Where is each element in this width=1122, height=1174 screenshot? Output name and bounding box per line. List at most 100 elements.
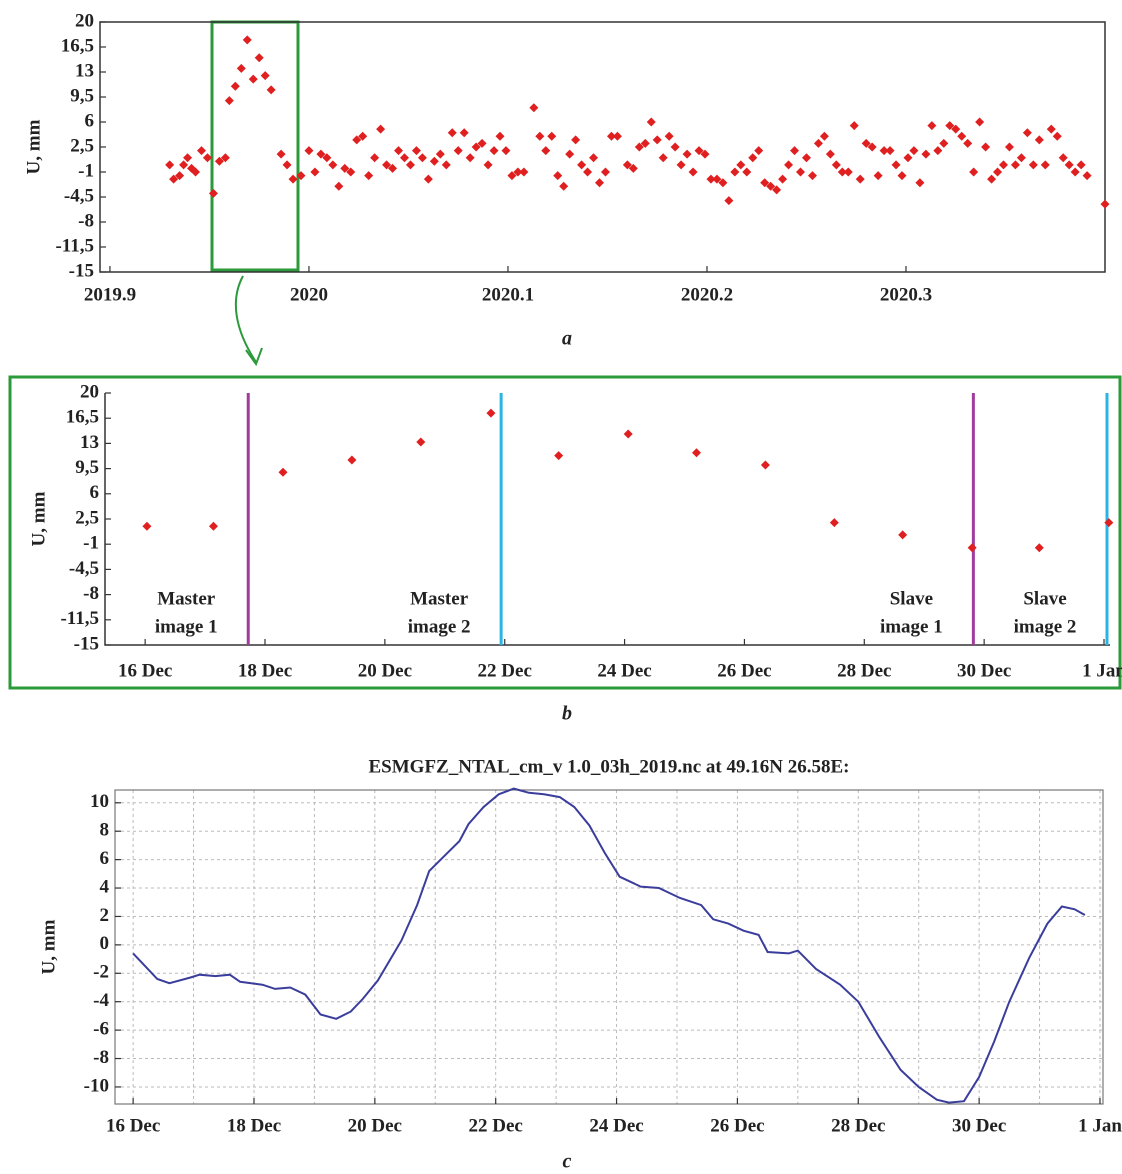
point <box>1100 199 1110 209</box>
point <box>165 160 175 170</box>
event-label: Slave <box>890 588 933 609</box>
point <box>416 437 426 447</box>
point <box>529 103 539 113</box>
point <box>778 174 788 184</box>
point <box>547 131 557 141</box>
y-tick-label: -8 <box>93 1047 109 1068</box>
point <box>694 146 704 156</box>
point <box>1004 142 1014 152</box>
x-tick-label: 16 Dec <box>118 660 172 681</box>
point <box>364 171 374 181</box>
point <box>489 146 499 156</box>
y-axis-label: U, mm <box>38 919 59 974</box>
y-tick-label: -4,5 <box>69 558 99 579</box>
point <box>471 142 481 152</box>
point <box>394 146 404 156</box>
point <box>891 160 901 170</box>
point <box>963 138 973 148</box>
point <box>1016 153 1026 163</box>
point <box>760 460 770 470</box>
x-tick-label: 20 Dec <box>348 1115 402 1136</box>
point <box>254 53 264 63</box>
point <box>754 146 764 156</box>
point <box>486 408 496 418</box>
point <box>718 178 728 188</box>
point <box>640 138 650 148</box>
y-tick-label: 13 <box>80 432 99 453</box>
highlight-box <box>210 20 300 272</box>
point <box>1064 160 1074 170</box>
x-tick-label: 28 Dec <box>831 1115 885 1136</box>
x-tick-label: 18 Dec <box>227 1115 281 1136</box>
point <box>736 160 746 170</box>
event-label: Slave <box>1023 588 1066 609</box>
point <box>843 167 853 177</box>
point <box>766 181 776 191</box>
point <box>688 167 698 177</box>
event-label: image 2 <box>1014 616 1077 637</box>
point <box>477 138 487 148</box>
y-tick-label: 9,5 <box>70 85 94 106</box>
point <box>712 174 722 184</box>
point <box>370 153 380 163</box>
plot-frame <box>99 21 1106 273</box>
point <box>447 128 457 138</box>
point <box>606 131 616 141</box>
point <box>706 174 716 184</box>
point <box>347 455 357 465</box>
point <box>577 160 587 170</box>
caption: c <box>563 1151 572 1173</box>
point <box>483 160 493 170</box>
point <box>554 451 564 461</box>
point <box>981 142 991 152</box>
y-tick-label: 2,5 <box>75 507 99 528</box>
point <box>1022 128 1032 138</box>
point <box>897 171 907 181</box>
point <box>829 518 839 528</box>
point <box>1046 124 1056 134</box>
point <box>837 167 847 177</box>
point <box>224 96 234 106</box>
x-tick-label: 18 Dec <box>238 660 292 681</box>
point <box>236 63 246 73</box>
y-tick-label: 16,5 <box>61 35 94 56</box>
point <box>664 131 674 141</box>
point <box>495 131 505 141</box>
point <box>748 153 758 163</box>
y-tick-label: 6 <box>85 110 95 131</box>
x-tick-label: 1 Jan <box>1078 1115 1122 1136</box>
point <box>310 167 320 177</box>
y-tick-label: -6 <box>93 1018 109 1039</box>
point <box>622 160 632 170</box>
point <box>957 131 967 141</box>
point <box>441 160 451 170</box>
point <box>519 167 529 177</box>
point <box>1028 160 1038 170</box>
point <box>260 71 270 81</box>
y-axis-label: U, mm <box>28 491 49 546</box>
point <box>825 149 835 159</box>
point <box>951 124 961 134</box>
point <box>967 543 977 553</box>
point <box>784 160 794 170</box>
point <box>465 153 475 163</box>
point <box>1076 160 1086 170</box>
y-tick-label: 13 <box>75 60 94 81</box>
point <box>813 138 823 148</box>
point <box>993 167 1003 177</box>
point <box>322 153 332 163</box>
point <box>352 135 362 145</box>
point <box>376 124 386 134</box>
point <box>571 135 581 145</box>
y-tick-label: -15 <box>74 633 99 654</box>
x-tick-label: 24 Dec <box>589 1115 643 1136</box>
point <box>742 167 752 177</box>
y-tick-label: 16,5 <box>66 407 99 428</box>
x-tick-label: 2020.1 <box>482 284 534 305</box>
point <box>1040 160 1050 170</box>
point <box>214 156 224 166</box>
point <box>513 167 523 177</box>
x-tick-label: 2019.9 <box>84 284 136 305</box>
y-tick-label: 10 <box>90 791 109 812</box>
